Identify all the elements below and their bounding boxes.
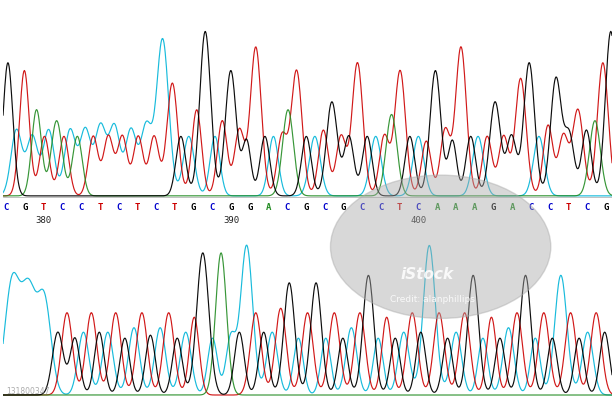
Text: C: C [154,203,159,212]
Text: G: G [341,203,346,212]
Text: A: A [453,203,458,212]
Text: Credit: alanphillips: Credit: alanphillips [390,295,476,304]
Text: T: T [135,203,140,212]
Text: G: G [491,203,496,212]
Text: C: C [547,203,553,212]
Text: T: T [41,203,47,212]
Text: 131800347: 131800347 [6,387,50,396]
Text: C: C [209,203,215,212]
Text: C: C [285,203,290,212]
Text: C: C [322,203,327,212]
Text: T: T [397,203,403,212]
Text: C: C [416,203,421,212]
Text: G: G [247,203,253,212]
Text: T: T [172,203,177,212]
Text: C: C [4,203,9,212]
Text: G: G [22,203,28,212]
Text: G: G [228,203,234,212]
Text: C: C [528,203,534,212]
Text: C: C [584,203,590,212]
Text: T: T [565,203,571,212]
Text: iStock: iStock [401,267,454,282]
Text: A: A [266,203,271,212]
Text: 380: 380 [35,216,51,225]
Text: A: A [435,203,440,212]
Text: A: A [472,203,477,212]
Text: C: C [78,203,84,212]
Text: T: T [97,203,103,212]
Text: C: C [116,203,121,212]
Text: G: G [603,203,608,212]
Text: 400: 400 [411,216,427,225]
Text: 390: 390 [223,216,239,225]
Text: C: C [59,203,65,212]
Text: C: C [378,203,384,212]
Text: G: G [304,203,308,212]
Text: G: G [191,203,196,212]
Text: A: A [509,203,515,212]
Text: C: C [359,203,365,212]
